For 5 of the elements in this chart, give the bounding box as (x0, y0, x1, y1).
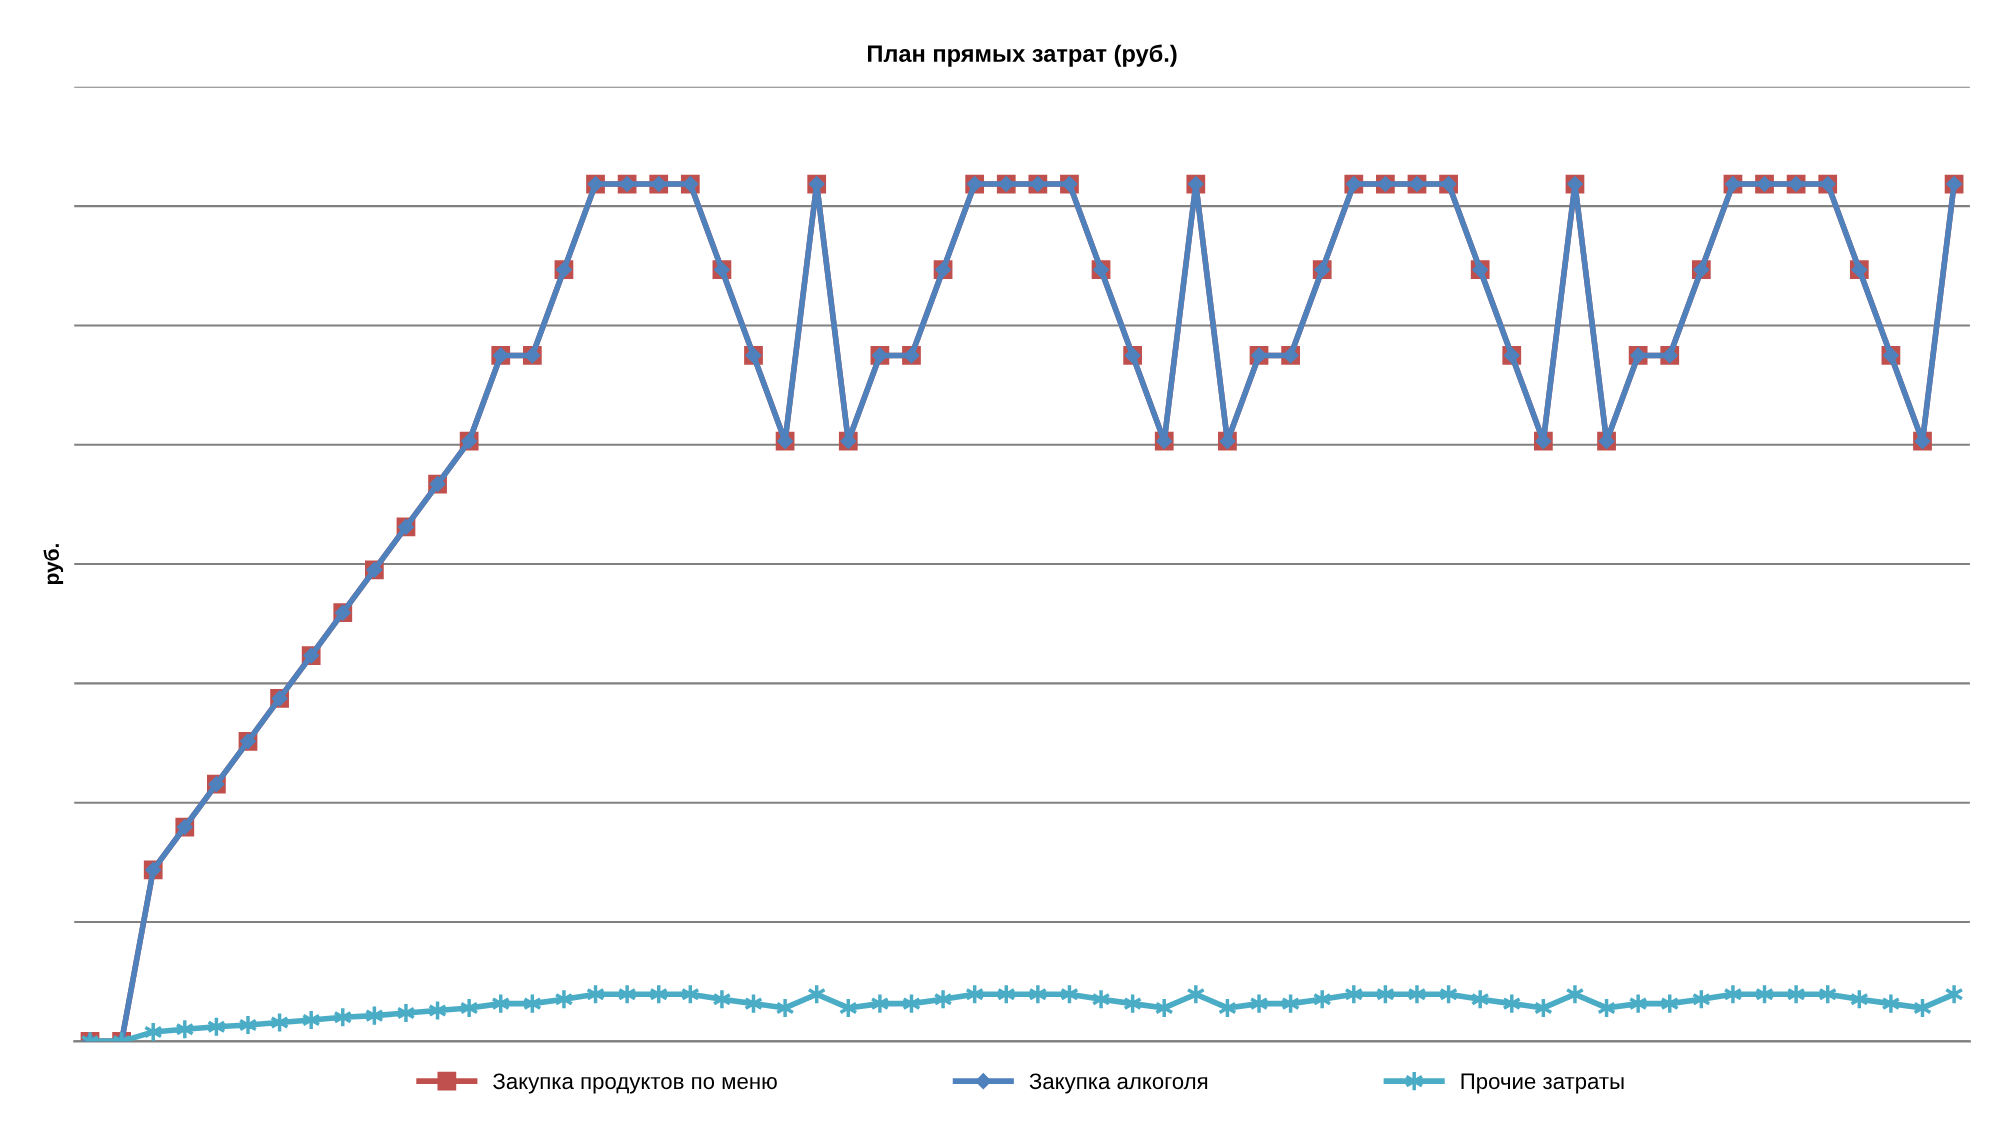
chart-title: План прямых затрат (руб.) (868, 44, 1177, 67)
legend-label: Закупка алкоголя (1029, 1073, 1208, 1094)
legend-label: Закупка продуктов по меню (493, 1073, 777, 1094)
legend-label: Прочие затраты (1461, 1073, 1624, 1094)
y-axis-title: руб. (43, 544, 64, 585)
